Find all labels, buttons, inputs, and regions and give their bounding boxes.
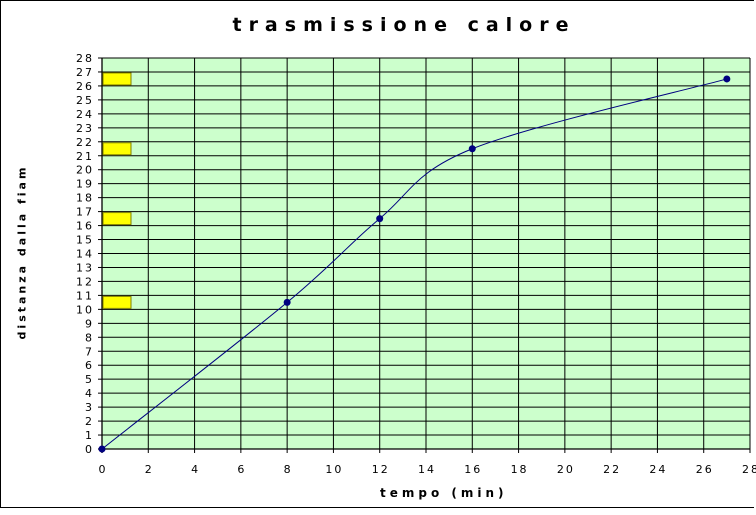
y-tick-label: 13	[76, 261, 94, 274]
y-tick-label: 7	[85, 345, 94, 358]
x-tick-label: 0	[99, 463, 108, 476]
legend-key	[102, 72, 132, 86]
data-point	[283, 298, 291, 306]
y-tick-labels: 0123456789101112131415161718192021222324…	[76, 52, 94, 456]
x-tick-label: 14	[418, 463, 436, 476]
x-tick-label: 16	[464, 463, 482, 476]
x-axis-title: tempo (min)	[380, 486, 508, 500]
data-point	[98, 445, 106, 453]
y-tick-label: 9	[85, 317, 94, 330]
data-point	[723, 75, 731, 83]
y-tick-label: 21	[76, 150, 94, 163]
y-tick-label: 12	[76, 275, 94, 288]
y-tick-label: 4	[85, 387, 94, 400]
y-tick-label: 28	[76, 52, 94, 65]
y-tick-label: 22	[76, 136, 94, 149]
x-tick-label: 20	[557, 463, 575, 476]
y-tick-label: 10	[76, 303, 94, 316]
y-tick-label: 0	[85, 443, 94, 456]
x-tick-label: 2	[145, 463, 154, 476]
x-tick-label: 12	[372, 463, 390, 476]
y-tick-label: 24	[76, 108, 94, 121]
y-tick-label: 20	[76, 164, 94, 177]
x-tick-label: 28	[742, 463, 756, 476]
legend-key	[102, 142, 132, 156]
x-tick-label: 4	[191, 463, 200, 476]
y-tick-label: 6	[85, 359, 94, 372]
x-tick-label: 6	[237, 463, 246, 476]
y-tick-label: 18	[76, 192, 94, 205]
y-tick-label: 8	[85, 331, 94, 344]
axes	[98, 57, 751, 453]
x-tick-label: 10	[325, 463, 343, 476]
legend-keys	[102, 72, 132, 309]
data-point	[468, 145, 476, 153]
chart-title: trasmissione calore	[232, 14, 576, 36]
y-tick-label: 27	[76, 66, 94, 79]
data-markers	[98, 75, 731, 453]
x-tick-label: 22	[603, 463, 621, 476]
y-tick-label: 26	[76, 80, 94, 93]
x-tick-label: 26	[696, 463, 714, 476]
y-tick-label: 25	[76, 94, 94, 107]
data-point	[376, 215, 384, 223]
y-tick-label: 16	[76, 220, 94, 233]
legend-key	[102, 212, 132, 226]
y-tick-label: 19	[76, 178, 94, 191]
x-tick-labels: 0246810121416182022242628	[99, 463, 756, 476]
y-tick-label: 11	[76, 289, 94, 302]
y-tick-label: 5	[85, 373, 94, 386]
y-tick-label: 15	[76, 234, 94, 247]
x-tick-label: 18	[511, 463, 529, 476]
y-tick-label: 14	[76, 248, 94, 261]
x-tick-label: 8	[284, 463, 293, 476]
y-tick-label: 3	[85, 401, 94, 414]
y-tick-label: 17	[76, 206, 94, 219]
x-tick-label: 24	[649, 463, 667, 476]
y-tick-label: 2	[85, 415, 94, 428]
legend-key	[102, 295, 132, 309]
y-tick-label: 23	[76, 122, 94, 135]
y-tick-label: 1	[85, 429, 94, 442]
